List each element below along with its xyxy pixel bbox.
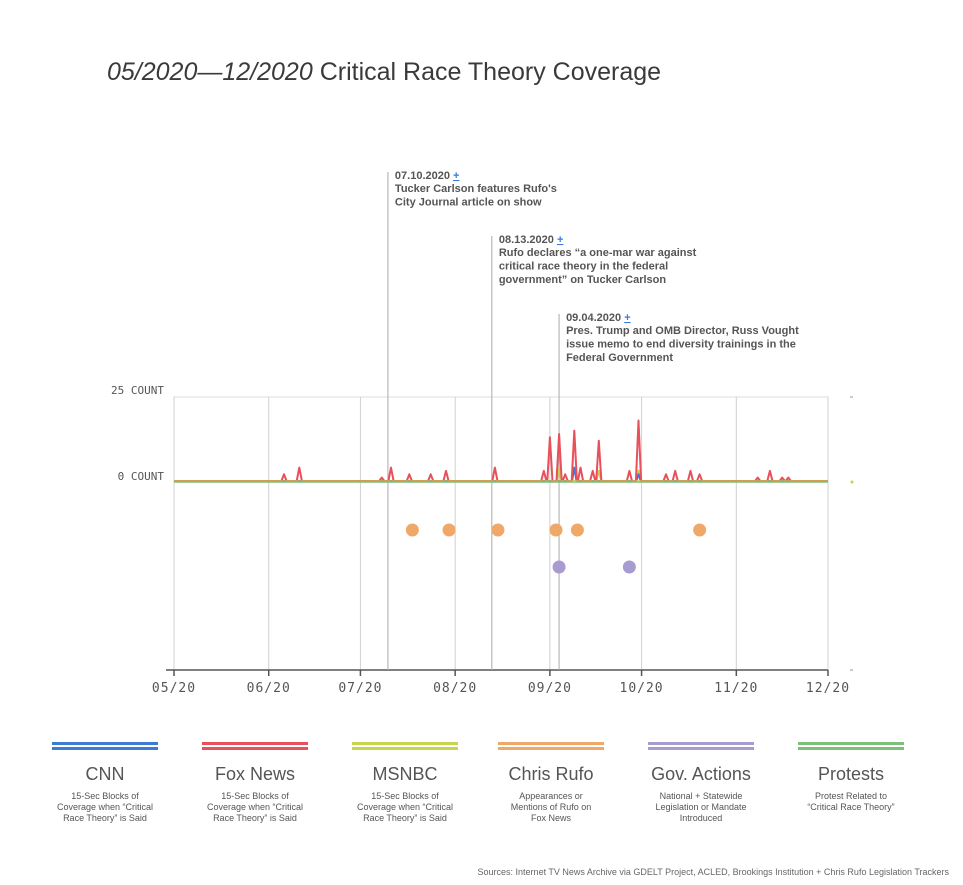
legend-swatch bbox=[52, 742, 158, 745]
legend-swatch bbox=[52, 747, 158, 750]
right-edge-dot bbox=[850, 480, 854, 484]
legend-description-line: Coverage when “Critical bbox=[206, 802, 304, 812]
annotation-text-0: Tucker Carlson features Rufo's bbox=[395, 183, 557, 195]
annotation-text-2: Federal Government bbox=[566, 352, 673, 364]
legend-description-line: 15-Sec Blocks of bbox=[221, 791, 289, 801]
annotation-date-2: 09.04.2020 + bbox=[566, 312, 631, 324]
series-line-cnn bbox=[174, 466, 828, 482]
legend-name: Chris Rufo bbox=[508, 764, 594, 784]
gov-action-dot bbox=[552, 560, 566, 574]
legend-item-fox-news: Fox News 15-Sec Blocks of Coverage when “C… bbox=[202, 742, 308, 824]
legend-swatch bbox=[352, 747, 458, 750]
legend-name: CNN bbox=[85, 764, 125, 784]
sources-note: Sources: Internet TV News Archive via GD… bbox=[477, 867, 949, 877]
y-label-max: 25 COUNT bbox=[111, 384, 164, 397]
annotation-plus-1[interactable]: + bbox=[557, 234, 563, 246]
annotation-text-2: Pres. Trump and OMB Director, Russ Vough… bbox=[566, 325, 799, 337]
legend-swatch bbox=[648, 747, 754, 750]
legend-swatch bbox=[798, 742, 904, 745]
annotation-date-0: 07.10.2020 + bbox=[395, 170, 460, 182]
x-tick-label: 05/20 bbox=[152, 681, 196, 696]
legend-description-line: Race Theory” is Said bbox=[63, 813, 147, 823]
legend-swatch bbox=[498, 742, 604, 745]
annotation-date-1: 08.13.2020 + bbox=[499, 234, 564, 246]
legend-description-line: Introduced bbox=[679, 813, 723, 823]
legend-description-line: Protest Related to bbox=[814, 791, 888, 801]
legend-description-line: National + Statewide bbox=[659, 791, 743, 801]
legend-description: 15-Sec Blocks of Coverage when “Critical R… bbox=[346, 791, 464, 824]
legend-item-msnbc: MSNBC 15-Sec Blocks of Coverage when “Crit… bbox=[352, 742, 458, 824]
legend-description-line: Race Theory” is Said bbox=[213, 813, 297, 823]
x-tick-label: 12/20 bbox=[806, 681, 850, 696]
legend-description: 15-Sec Blocks of Coverage when “Critical R… bbox=[46, 791, 164, 824]
legend-name: Protests bbox=[817, 764, 885, 784]
legend-description-line: Race Theory” is Said bbox=[363, 813, 447, 823]
legend-swatch bbox=[798, 747, 904, 750]
x-tick-label: 10/20 bbox=[620, 681, 664, 696]
annotation-text-0: City Journal article on show bbox=[395, 197, 542, 209]
chris-rufo-dot bbox=[693, 523, 707, 537]
legend-description: Protest Related to “Critical Race Theory” bbox=[792, 791, 910, 813]
chris-rufo-dot bbox=[405, 523, 419, 537]
x-tick-label: 08/20 bbox=[433, 681, 477, 696]
y-label-zero: 0 COUNT bbox=[118, 470, 165, 483]
legend-description-line: 15-Sec Blocks of bbox=[371, 791, 439, 801]
series-line-fox-news bbox=[174, 419, 828, 482]
legend-description-line: Coverage when “Critical bbox=[56, 802, 154, 812]
legend-swatch bbox=[202, 747, 308, 750]
legend-description: National + Statewide Legislation or Manda… bbox=[642, 791, 760, 824]
legend-description-line: Mentions of Rufo on bbox=[510, 802, 592, 812]
legend-description-line: 15-Sec Blocks of bbox=[71, 791, 139, 801]
x-tick-label: 11/20 bbox=[714, 681, 758, 696]
gov-action-dot bbox=[622, 560, 636, 574]
legend-description: 15-Sec Blocks of Coverage when “Critical R… bbox=[196, 791, 314, 824]
chris-rufo-dot bbox=[549, 523, 563, 537]
annotation-text-1: critical race theory in the federal bbox=[499, 261, 668, 273]
chris-rufo-dot bbox=[442, 523, 456, 537]
legend-swatch bbox=[648, 742, 754, 745]
x-tick-label: 06/20 bbox=[247, 681, 291, 696]
annotation-text-2: issue memo to end diversity trainings in… bbox=[566, 339, 796, 351]
legend-description-line: Coverage when “Critical bbox=[356, 802, 454, 812]
legend-swatch bbox=[498, 747, 604, 750]
annotation-plus-0[interactable]: + bbox=[453, 170, 459, 182]
annotation-text-1: Rufo declares “a one-mar war against bbox=[499, 247, 697, 259]
legend-name: Fox News bbox=[214, 764, 295, 784]
legend-description: Appearances or Mentions of Rufo on Fox New… bbox=[492, 791, 610, 824]
annotation-plus-2[interactable]: + bbox=[624, 312, 630, 324]
legend-description-line: Fox News bbox=[530, 813, 571, 823]
series-line-msnbc bbox=[174, 466, 828, 482]
legend-item-chris-rufo: Chris Rufo Appearances or Mentions of Rufo… bbox=[498, 742, 604, 824]
annotation-text-1: government” on Tucker Carlson bbox=[499, 274, 667, 286]
plot-area-border bbox=[173, 396, 829, 482]
legend-swatch bbox=[352, 742, 458, 745]
chris-rufo-dot bbox=[491, 523, 505, 537]
x-tick-label: 07/20 bbox=[338, 681, 382, 696]
coverage-chart: 05/20 06/20 07/20 08/20 09/20 10/20 11/20 12/20… bbox=[111, 170, 854, 696]
chart-title-dates: 05/2020—12/2020 bbox=[107, 58, 313, 86]
legend-swatch bbox=[202, 742, 308, 745]
legend-item-cnn: CNN 15-Sec Blocks of Coverage when “Critic… bbox=[52, 742, 158, 824]
legend-item-protests: Protests Protest Related to “Critical Race… bbox=[798, 742, 904, 813]
legend-name: Gov. Actions bbox=[651, 764, 751, 784]
chris-rufo-dot bbox=[570, 523, 584, 537]
legend-name: MSNBC bbox=[372, 764, 438, 784]
x-tick-label: 09/20 bbox=[528, 681, 572, 696]
chart-title-text: Critical Race Theory Coverage bbox=[312, 58, 662, 86]
legend-item-gov-actions: Gov. Actions National + Statewide Legislat… bbox=[648, 742, 754, 824]
legend-description-line: “Critical Race Theory” bbox=[807, 802, 895, 812]
legend-description-line: Appearances or bbox=[519, 791, 583, 801]
chart-title: 05/2020—12/2020 Critical Race Theory Cov… bbox=[107, 58, 661, 87]
legend-description-line: Legislation or Mandate bbox=[655, 802, 747, 812]
